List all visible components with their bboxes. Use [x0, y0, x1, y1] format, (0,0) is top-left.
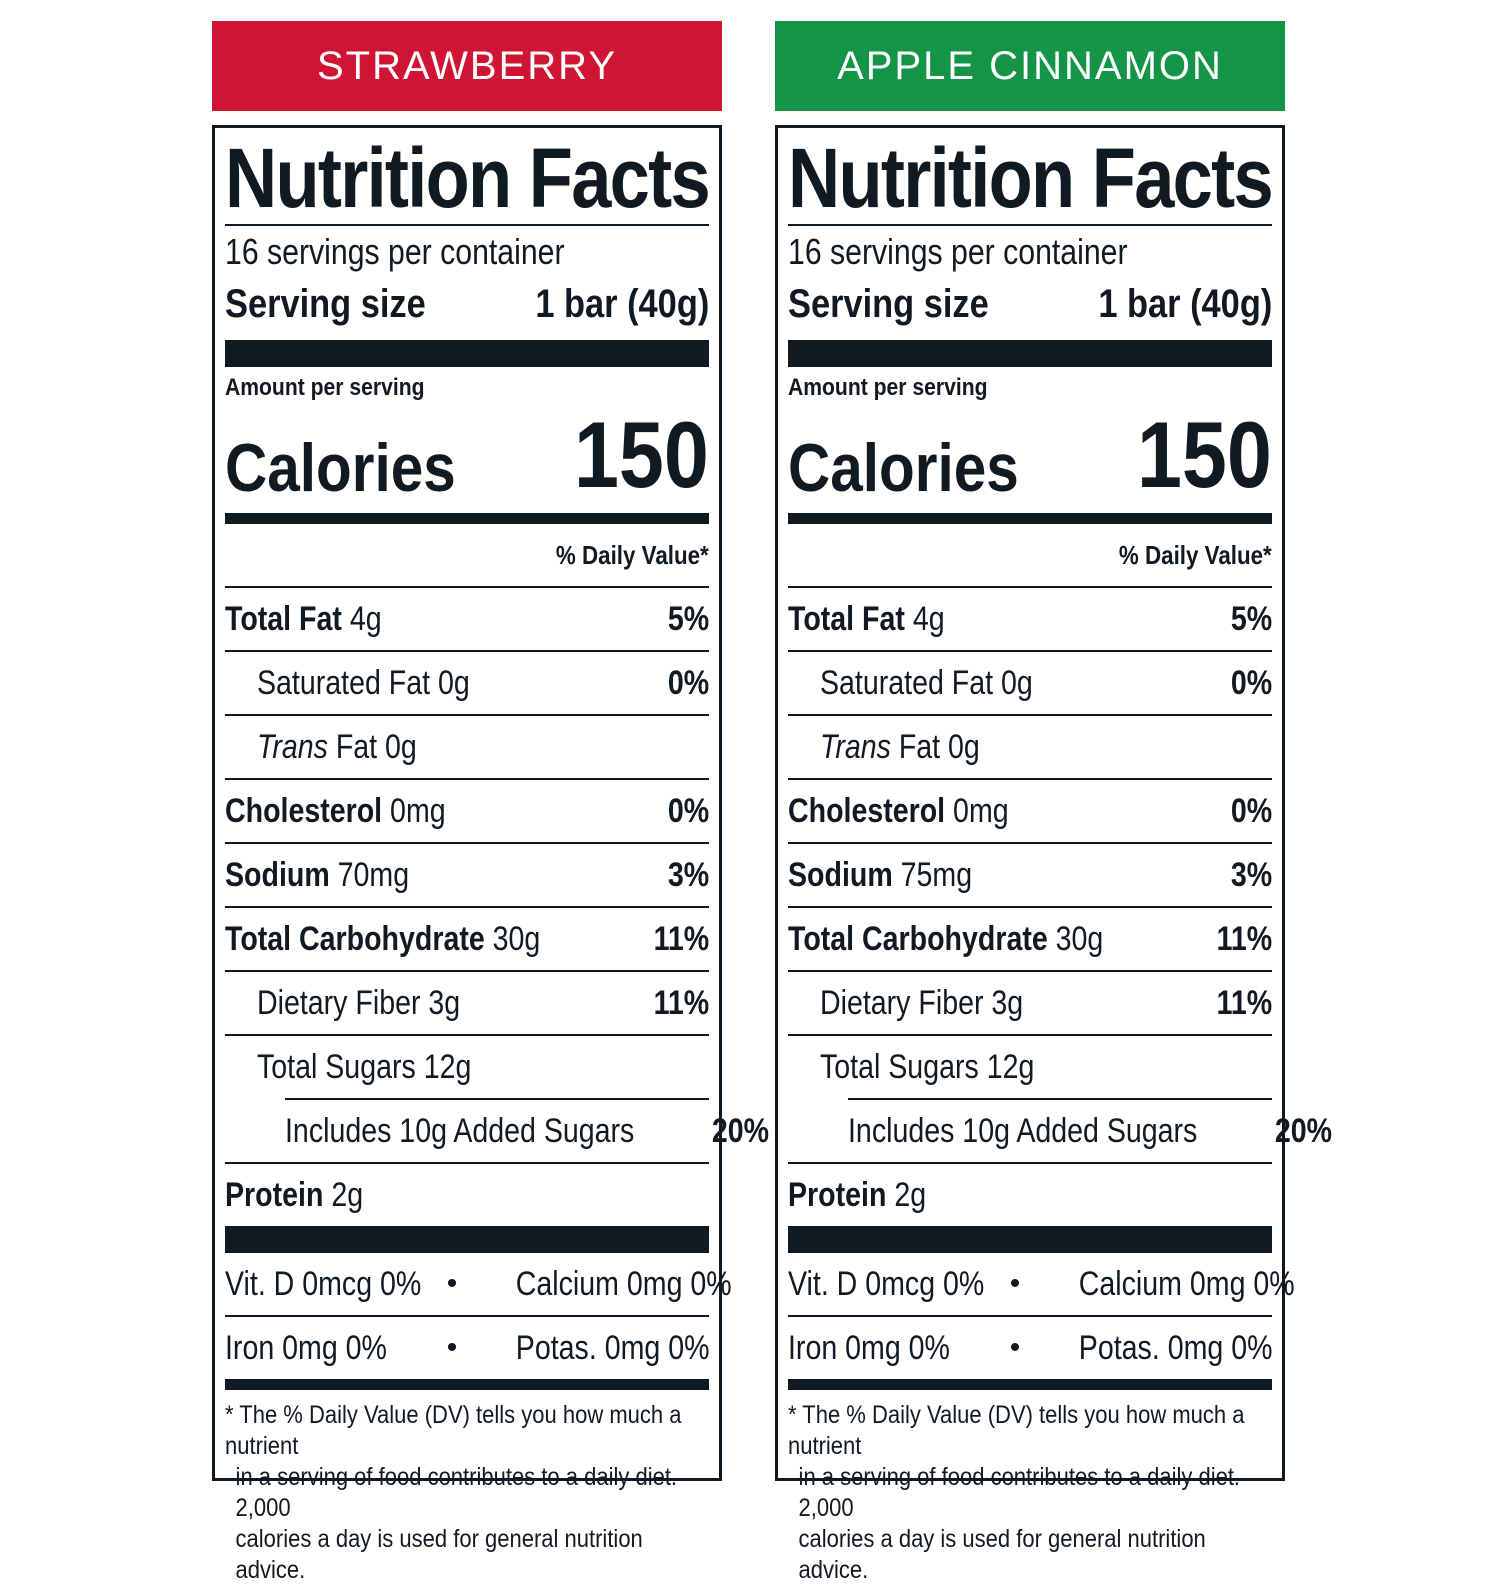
calories-label: Calories: [225, 430, 456, 506]
calcium: Calcium 0mg 0%: [515, 1264, 732, 1303]
nutrient-row-added-sugars: Includes 10g Added Sugars 20%: [285, 1098, 769, 1162]
bullet: •: [446, 1267, 458, 1300]
nutrient-row-trans-fat: Trans Fat 0g: [788, 714, 1272, 778]
vitamin-d: Vit. D 0mcg 0%: [788, 1264, 985, 1303]
nutrient-row-trans-fat: Trans Fat 0g: [225, 714, 709, 778]
nutrient-row-total-fat: Total Fat 4g 5%: [225, 586, 709, 650]
servings-per-container: 16 servings per container: [225, 231, 565, 272]
nutrient-row-dietary-fiber: Dietary Fiber 3g 11%: [788, 970, 1272, 1034]
medium-divider: [225, 1379, 709, 1390]
nutrition-facts-panel: Nutrition Facts 16 servings per containe…: [775, 125, 1332, 1584]
calcium: Calcium 0mg 0%: [1078, 1264, 1295, 1303]
calories-value: 150: [1137, 402, 1272, 507]
amount-per-serving: Amount per serving: [225, 374, 425, 401]
iron: Iron 0mg 0%: [225, 1328, 387, 1367]
nutrition-facts-panel: Nutrition Facts 16 servings per containe…: [212, 125, 769, 1584]
vitamin-d: Vit. D 0mcg 0%: [225, 1264, 422, 1303]
nutrient-row-protein: Protein 2g: [225, 1162, 709, 1226]
bullet: •: [1009, 1267, 1021, 1300]
calories-row: Calories 150: [225, 403, 709, 507]
vitamin-row-2: Iron 0mg 0% • Potas. 0mg 0%: [225, 1315, 709, 1379]
iron: Iron 0mg 0%: [788, 1328, 950, 1367]
potassium: Potas. 0mg 0%: [1078, 1328, 1273, 1367]
serving-size-row: Serving size 1 bar (40g): [788, 278, 1272, 340]
nutrient-row-total-sugars: Total Sugars 12g: [225, 1034, 709, 1098]
thick-divider: [788, 340, 1272, 367]
nutrient-row-protein: Protein 2g: [788, 1162, 1272, 1226]
nutrient-row-saturated-fat: Saturated Fat 0g 0%: [788, 650, 1272, 714]
nutrition-facts-title: Nutrition Facts: [788, 131, 1274, 225]
nutrient-row-cholesterol: Cholesterol 0mg 0%: [225, 778, 709, 842]
serving-size-value: 1 bar (40g): [535, 282, 709, 326]
medium-divider: [788, 1379, 1272, 1390]
nutrient-row-total-carbohydrate: Total Carbohydrate 30g 11%: [225, 906, 709, 970]
potassium: Potas. 0mg 0%: [515, 1328, 710, 1367]
flavor-banner: STRAWBERRY: [212, 21, 722, 111]
nutrient-row-added-sugars: Includes 10g Added Sugars 20%: [848, 1098, 1332, 1162]
medium-divider: [225, 513, 709, 524]
thick-divider: [225, 340, 709, 367]
bullet: •: [446, 1331, 458, 1364]
serving-size-row: Serving size 1 bar (40g): [225, 278, 709, 340]
nutrient-row-total-sugars: Total Sugars 12g: [788, 1034, 1272, 1098]
serving-size-label: Serving size: [788, 282, 989, 326]
footnote: * The % Daily Value (DV) tells you how m…: [788, 1401, 1245, 1584]
footnote: * The % Daily Value (DV) tells you how m…: [225, 1401, 682, 1584]
thick-divider: [788, 1226, 1272, 1253]
vitamin-row-2: Iron 0mg 0% • Potas. 0mg 0%: [788, 1315, 1272, 1379]
apple-cinnamon-column: APPLE CINNAMON Nutrition Facts 16 servin…: [775, 21, 1332, 1584]
servings-per-container: 16 servings per container: [788, 231, 1128, 272]
nutrient-row-total-carbohydrate: Total Carbohydrate 30g 11%: [788, 906, 1272, 970]
nutrient-row-sodium: Sodium 70mg 3%: [225, 842, 709, 906]
calories-label: Calories: [788, 430, 1019, 506]
serving-size-label: Serving size: [225, 282, 426, 326]
calories-value: 150: [574, 402, 709, 507]
thick-divider: [225, 1226, 709, 1253]
medium-divider: [788, 513, 1272, 524]
divider: [788, 224, 1272, 226]
bullet: •: [1009, 1331, 1021, 1364]
calories-row: Calories 150: [788, 403, 1272, 507]
amount-per-serving: Amount per serving: [788, 374, 988, 401]
nutrient-row-saturated-fat: Saturated Fat 0g 0%: [225, 650, 709, 714]
serving-size-value: 1 bar (40g): [1098, 282, 1272, 326]
nutrient-row-cholesterol: Cholesterol 0mg 0%: [788, 778, 1272, 842]
nutrient-row-dietary-fiber: Dietary Fiber 3g 11%: [225, 970, 709, 1034]
nutrition-facts-title: Nutrition Facts: [225, 131, 711, 225]
flavor-banner: APPLE CINNAMON: [775, 21, 1285, 111]
nutrient-row-total-fat: Total Fat 4g 5%: [788, 586, 1272, 650]
vitamin-row-1: Vit. D 0mcg 0% • Calcium 0mg 0%: [225, 1253, 732, 1315]
daily-value-header: % Daily Value*: [1119, 540, 1272, 570]
daily-value-header: % Daily Value*: [556, 540, 709, 570]
strawberry-column: STRAWBERRY Nutrition Facts 16 servings p…: [212, 21, 769, 1584]
vitamin-row-1: Vit. D 0mcg 0% • Calcium 0mg 0%: [788, 1253, 1295, 1315]
nutrient-row-sodium: Sodium 75mg 3%: [788, 842, 1272, 906]
divider: [225, 224, 709, 226]
